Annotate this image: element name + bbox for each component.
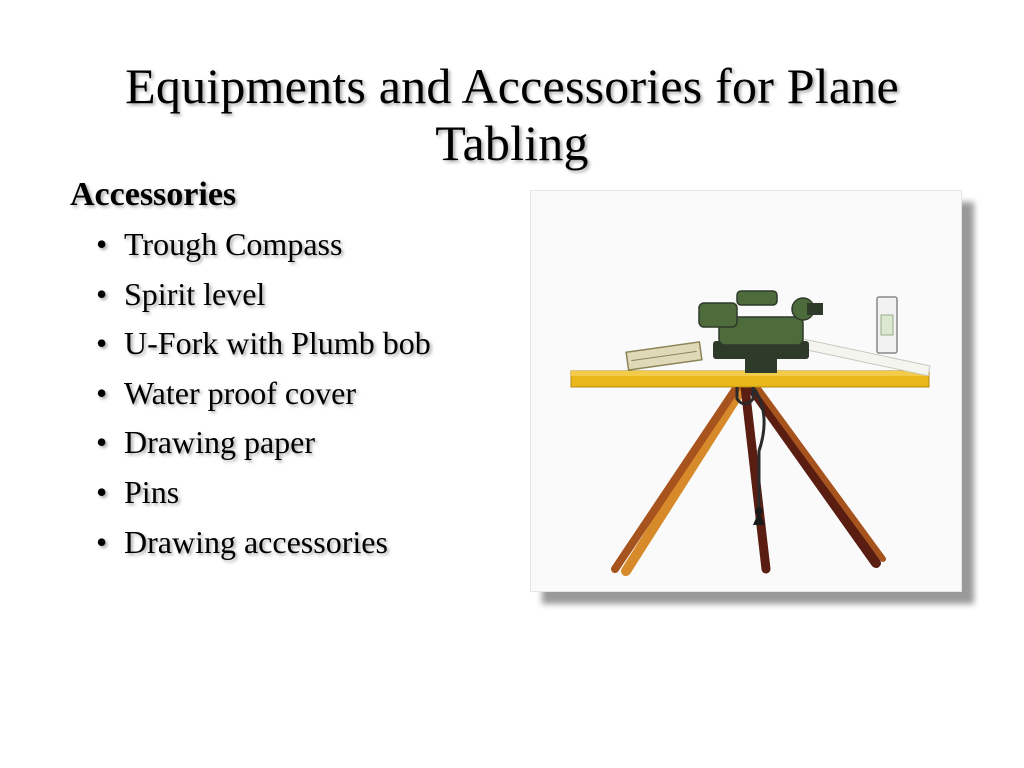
plane-table-figure <box>530 190 962 592</box>
list-item: Pins <box>96 468 431 518</box>
list-item: Water proof cover <box>96 369 431 419</box>
plane-table-illustration-icon <box>531 191 961 591</box>
list-item: Drawing paper <box>96 418 431 468</box>
slide: Equipments and Accessories for Plane Tab… <box>0 0 1024 768</box>
list-item: Spirit level <box>96 270 431 320</box>
list-item: Trough Compass <box>96 220 431 270</box>
slide-title: Equipments and Accessories for Plane Tab… <box>0 58 1024 173</box>
accessories-list: Trough Compass Spirit level U-Fork with … <box>96 220 431 567</box>
accessories-heading: Accessories <box>70 176 236 214</box>
list-item: Drawing accessories <box>96 518 431 568</box>
list-item: U-Fork with Plumb bob <box>96 319 431 369</box>
